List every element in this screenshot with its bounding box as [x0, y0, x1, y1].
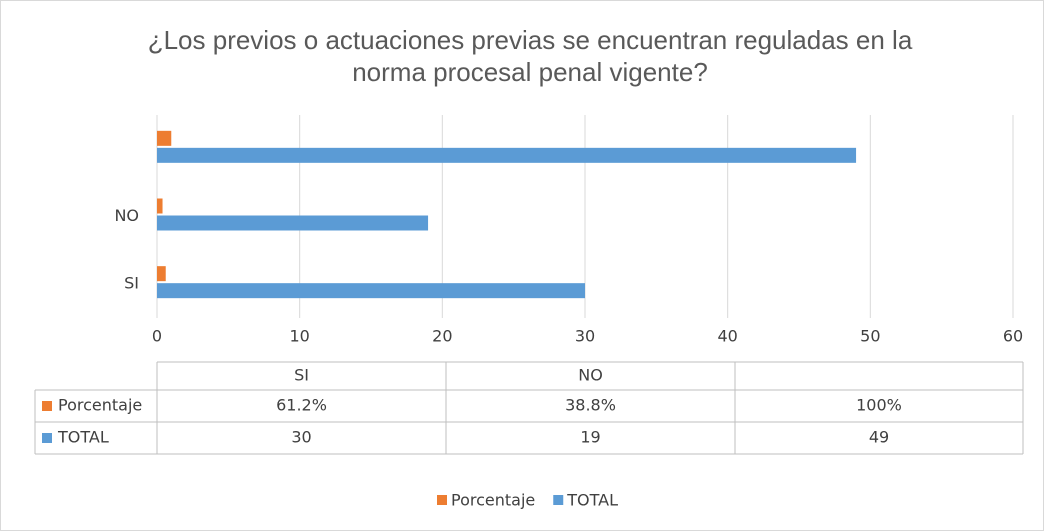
table-cell: 38.8% — [565, 396, 616, 415]
bar — [157, 198, 163, 214]
x-tick-label: 20 — [432, 327, 452, 346]
x-tick-label: 10 — [289, 327, 309, 346]
table-header: NO — [578, 366, 603, 385]
bar — [157, 266, 166, 282]
table-cell: 49 — [869, 428, 889, 447]
y-tick-label: SI — [124, 274, 139, 293]
legend-label: Porcentaje — [451, 491, 535, 510]
x-tick-label: 60 — [1003, 327, 1023, 346]
table-header: SI — [294, 366, 309, 385]
bar — [157, 147, 857, 163]
y-tick-label: NO — [114, 206, 139, 225]
table-cell: 100% — [856, 396, 902, 415]
table-cell: 19 — [580, 428, 600, 447]
x-tick-label: 40 — [717, 327, 737, 346]
legend-key — [437, 495, 447, 505]
bar — [157, 283, 585, 299]
table-cell: 30 — [291, 428, 311, 447]
legend-label: TOTAL — [566, 491, 618, 510]
chart-title: ¿Los previos o actuaciones previas se en… — [147, 25, 913, 87]
legend-key — [553, 495, 564, 505]
table-legend-key — [42, 433, 52, 443]
x-tick-label: 50 — [860, 327, 880, 346]
x-tick-label: 0 — [152, 327, 162, 346]
table-cell: 61.2% — [276, 396, 327, 415]
bar — [157, 130, 172, 146]
table-row-label: Porcentaje — [58, 396, 142, 415]
x-tick-label: 30 — [575, 327, 595, 346]
table-row-label: TOTAL — [57, 428, 109, 447]
bar — [157, 215, 429, 231]
table-legend-key — [42, 401, 52, 411]
